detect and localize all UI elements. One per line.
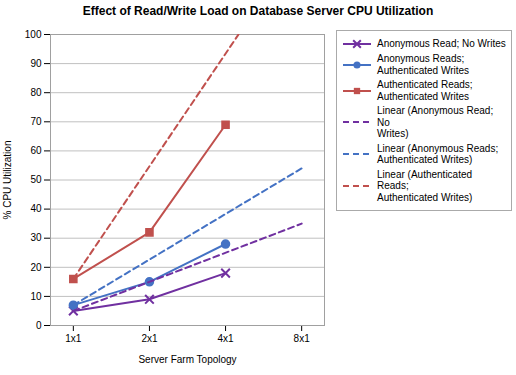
html-text:Authenticated Reads; Authentic: Authenticated Reads; Authenticated Write… — [377, 79, 473, 102]
svg-text:% CPU Utilization: % CPU Utilization — [2, 141, 13, 220]
svg-text:Server Farm Topology: Server Farm Topology — [138, 354, 236, 365]
html-text:Linear (Anonymous Reads; Authe: Linear (Anonymous Reads; Authenticated W… — [377, 142, 499, 165]
svg-text:4x1: 4x1 — [217, 333, 234, 344]
svg-text:20: 20 — [30, 262, 42, 273]
svg-text:8x1: 8x1 — [294, 333, 311, 344]
html-text:Linear (Anonymous Read; No Wri: Linear (Anonymous Read; No Writes) — [377, 105, 494, 139]
svg-text:50: 50 — [30, 174, 42, 185]
svg-text:40: 40 — [30, 203, 42, 214]
html-text:Anonymous Reads; Authenticated: Anonymous Reads; Authenticated Writes — [377, 53, 470, 76]
svg-text:60: 60 — [30, 145, 42, 156]
svg-text:30: 30 — [30, 232, 42, 243]
svg-text:70: 70 — [30, 116, 42, 127]
svg-text:90: 90 — [30, 58, 42, 69]
svg-text:10: 10 — [30, 291, 42, 302]
svg-text:0: 0 — [36, 320, 42, 331]
html-text:Anonymous Read; No Writes: Anonymous Read; No Writes — [377, 38, 506, 50]
svg-text:1x1: 1x1 — [65, 333, 82, 344]
svg-text:80: 80 — [30, 87, 42, 98]
html-text:Effect of Read/Write Load on D: Effect of Read/Write Load on Database Se… — [82, 4, 434, 18]
svg-text:100: 100 — [25, 29, 42, 40]
svg-text:2x1: 2x1 — [141, 333, 158, 344]
html-text:Linear (Authenticated Reads; A: Linear (Authenticated Reads; Authenticat… — [377, 168, 473, 203]
